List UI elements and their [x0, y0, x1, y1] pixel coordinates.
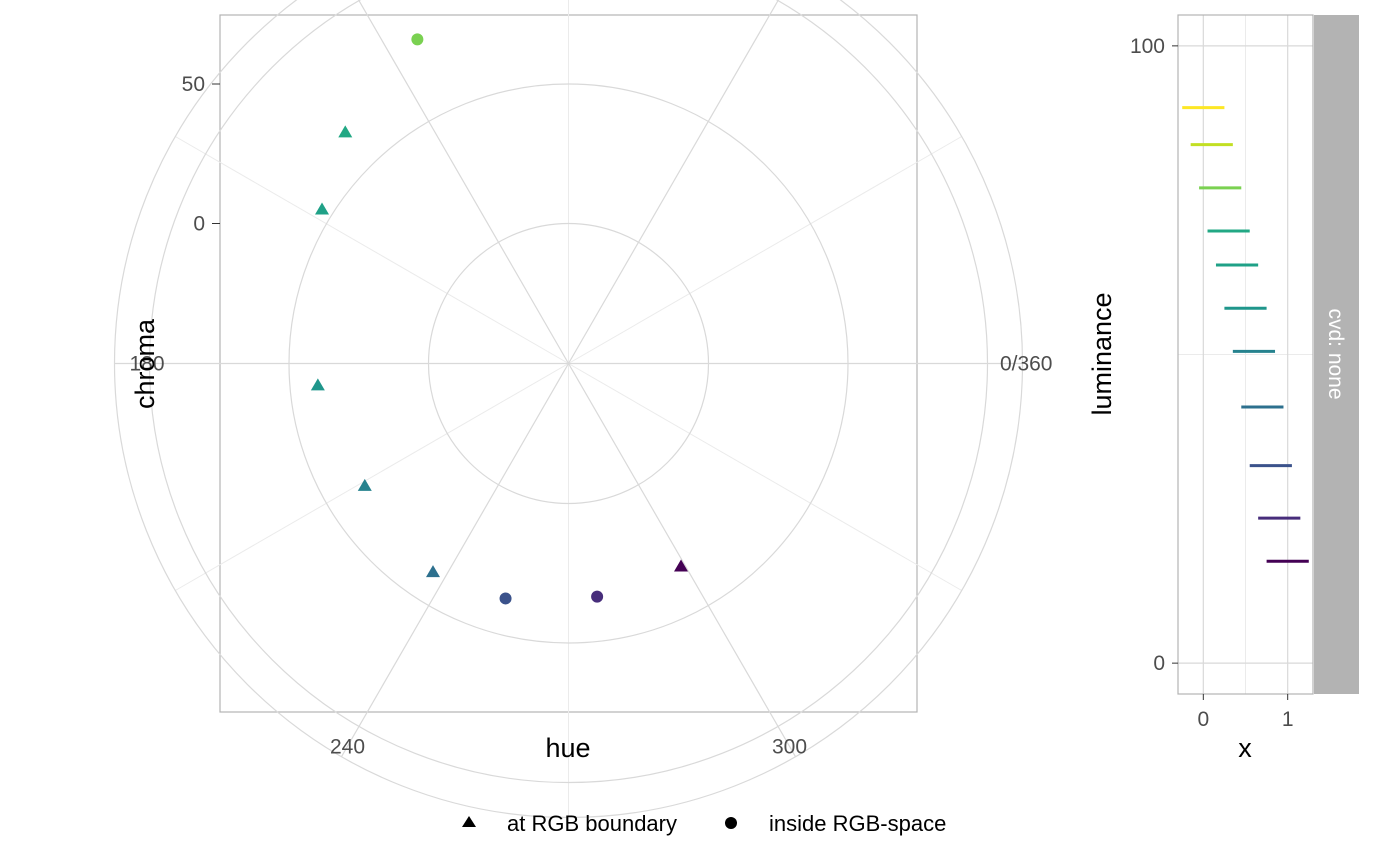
hue-tick-label: 300 — [772, 735, 807, 758]
polar-major-spoke — [340, 363, 570, 757]
hue-tick-labels: 0/36060120180240300 — [130, 353, 1053, 759]
luminance-panel-border — [1177, 14, 1314, 695]
polar-chart-panel: 0/36060120180240300 050100 hue chroma — [114, 0, 1053, 818]
polar-major-spoke — [567, 0, 780, 364]
polar-point-circle — [499, 592, 512, 605]
polar-grid-circle — [427, 222, 710, 505]
lum-x-tick-label: 0 — [1197, 708, 1209, 731]
chroma-tick-label: 0 — [193, 213, 205, 236]
legend-triangle-icon — [462, 816, 476, 827]
polar-major-spoke — [357, 0, 570, 364]
hue-tick-label: 180 — [130, 353, 165, 376]
polar-point-circle — [591, 590, 604, 603]
chroma-tick-label: 50 — [182, 73, 205, 96]
hue-tick-label: 0/360 — [1000, 353, 1053, 376]
luminance-chart-panel: 0 100 0 1 cvd: none x luminance — [1087, 14, 1359, 763]
polar-point-triangle — [338, 125, 353, 138]
legend: at RGB boundary inside RGB-space — [462, 811, 946, 836]
polar-point-circle — [411, 33, 424, 46]
x-axis-title-x: x — [1238, 733, 1252, 763]
polar-point-triangle — [315, 202, 330, 215]
polar-points — [310, 33, 689, 605]
chroma-tick-labels: 050100 — [182, 73, 220, 236]
polar-minor-spoke — [568, 136, 962, 364]
polar-point-triangle — [357, 478, 372, 491]
legend-label-rgb-boundary: at RGB boundary — [507, 811, 677, 836]
luminance-grid — [1178, 15, 1313, 694]
polar-grid-circle — [149, 0, 988, 783]
polar-minor-spoke — [568, 363, 962, 591]
luminance-tick-labels: 0 100 0 1 — [1130, 35, 1294, 731]
lum-y-tick-label: 0 — [1153, 652, 1165, 675]
hue-tick-label: 240 — [330, 735, 365, 758]
polar-point-triangle — [425, 565, 440, 578]
polar-minor-spoke — [175, 363, 569, 591]
luminance-segments — [1182, 106, 1309, 563]
polar-point-triangle — [674, 559, 689, 572]
polar-major-spoke — [567, 363, 797, 757]
polar-point-triangle — [310, 378, 325, 391]
facet-strip — [1314, 15, 1359, 694]
polar-minor-spoke — [175, 136, 569, 364]
y-axis-title-luminance: luminance — [1087, 292, 1117, 415]
y-axis-title-chroma: chroma — [130, 318, 160, 409]
legend-label-inside-rgb: inside RGB-space — [769, 811, 946, 836]
polar-grid — [114, 0, 1023, 818]
facet-strip-label: cvd: none — [1324, 308, 1347, 399]
lum-y-tick-label: 100 — [1130, 35, 1165, 58]
polar-outer-circle — [114, 0, 1023, 818]
legend-circle-icon — [725, 817, 737, 829]
polar-grid-circle — [288, 83, 849, 644]
x-axis-title-hue: hue — [545, 733, 590, 763]
lum-x-tick-label: 1 — [1282, 708, 1294, 731]
